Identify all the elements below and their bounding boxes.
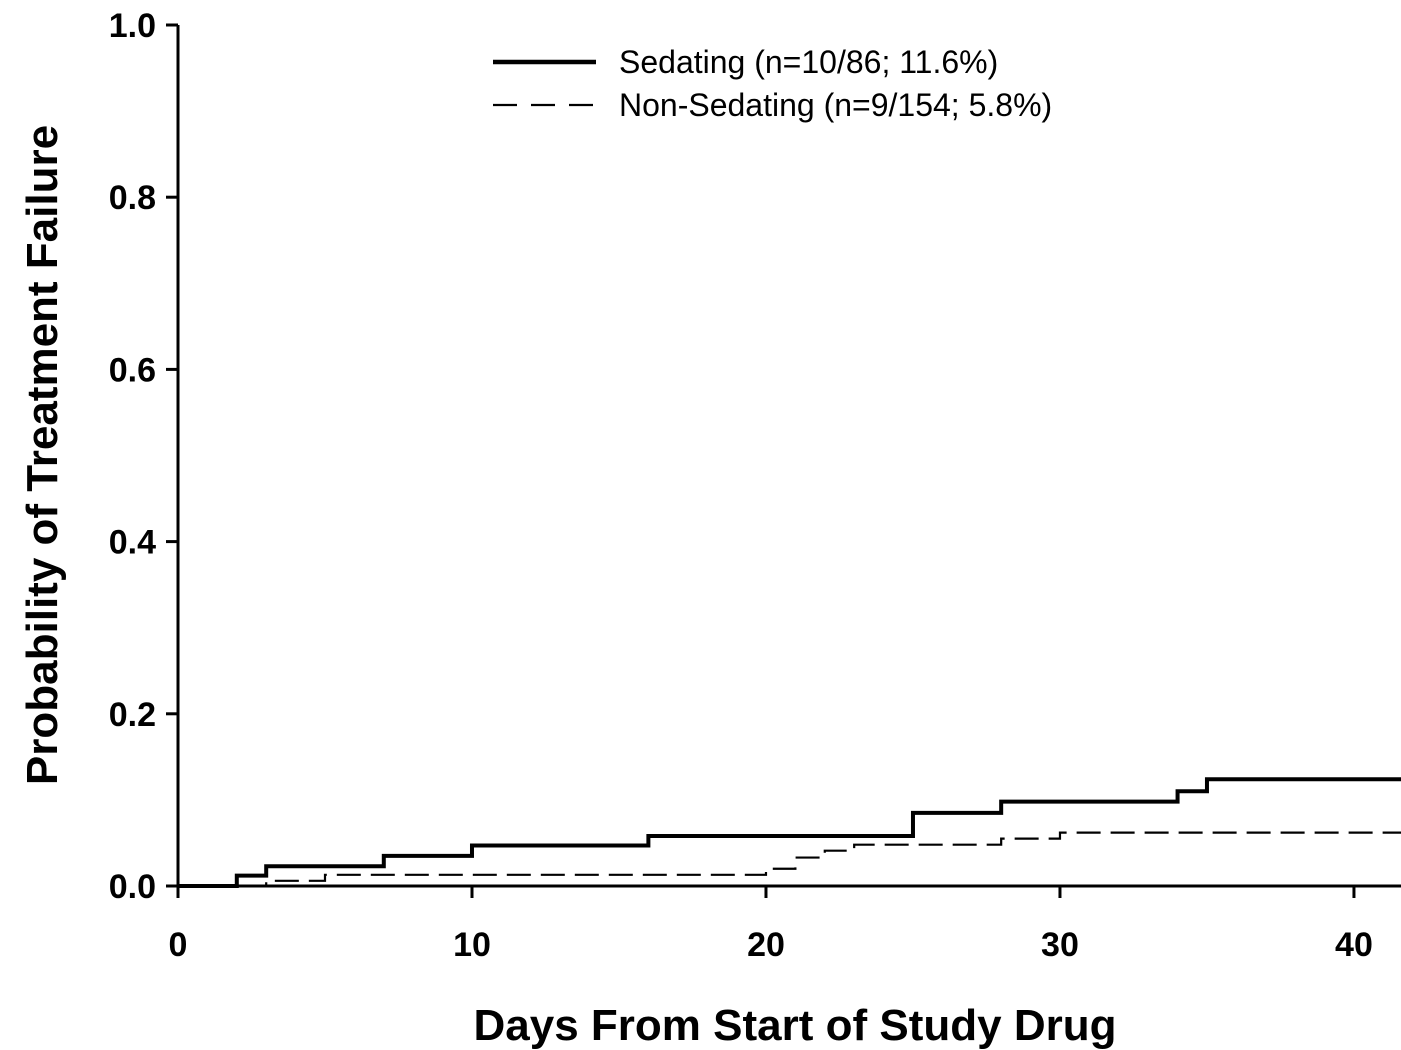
legend-label: Non-Sedating (n=9/154; 5.8%) — [619, 87, 1052, 123]
series-line-sedating — [178, 777, 1401, 888]
y-tick-label: 1.0 — [109, 7, 156, 45]
y-tick-label: 0.4 — [109, 524, 156, 562]
x-tick-label: 40 — [1335, 926, 1373, 964]
x-axis-title: Days From Start of Study Drug — [474, 1001, 1117, 1050]
x-tick-label: 20 — [747, 926, 785, 964]
y-tick-label: 0.8 — [109, 179, 156, 217]
axes-layer: 0.0 0.2 0.4 0.6 0.8 1.0 0 10 20 30 40 — [109, 7, 1401, 964]
x-tick-label: 30 — [1041, 926, 1079, 964]
y-tick-label: 0.6 — [109, 351, 156, 389]
x-tick-label: 0 — [169, 926, 188, 964]
x-tick-label: 10 — [453, 926, 491, 964]
y-tick-label: 0.0 — [109, 868, 156, 906]
series-line-non-sedating — [178, 831, 1401, 888]
legend-label: Sedating (n=10/86; 11.6%) — [619, 44, 998, 80]
y-tick-label: 0.2 — [109, 696, 156, 734]
legend: Sedating (n=10/86; 11.6%) Non-Sedating (n… — [493, 44, 1052, 123]
y-axis-title: Probability of Treatment Failure — [18, 125, 67, 785]
series-layer — [178, 777, 1401, 888]
